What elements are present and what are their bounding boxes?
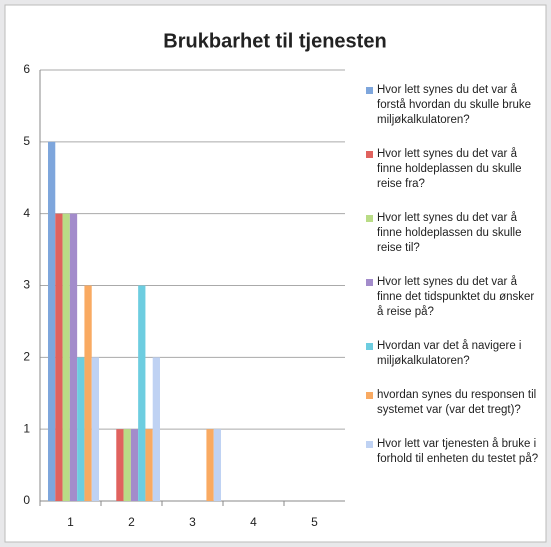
bar bbox=[138, 285, 146, 501]
y-tick-label: 5 bbox=[23, 134, 30, 148]
x-tick-label: 1 bbox=[67, 515, 74, 529]
legend-label: Hvor lett var tjenesten å bruke i forhol… bbox=[377, 438, 539, 465]
legend-entry: Hvordan var det å navigere i miljøkalkul… bbox=[366, 339, 542, 369]
bar bbox=[123, 429, 131, 501]
legend-entry: Hvor lett synes du det var å forstå hvor… bbox=[366, 83, 542, 128]
bar bbox=[62, 213, 70, 501]
x-tick-label: 3 bbox=[189, 515, 196, 529]
bar bbox=[152, 357, 160, 501]
legend-swatch bbox=[366, 87, 373, 94]
y-tick-label: 0 bbox=[23, 493, 30, 507]
y-tick-label: 1 bbox=[23, 421, 30, 435]
legend-label: Hvor lett synes du det var å finne holde… bbox=[377, 212, 522, 254]
legend-swatch bbox=[366, 215, 373, 222]
y-tick-label: 3 bbox=[23, 278, 30, 292]
y-tick-label: 6 bbox=[23, 62, 30, 76]
bar bbox=[213, 429, 221, 501]
legend-entry: Hvor lett synes du det var å finne holde… bbox=[366, 147, 542, 192]
bar bbox=[69, 213, 78, 501]
legend-swatch bbox=[366, 279, 373, 286]
bar bbox=[116, 429, 124, 501]
legend-swatch bbox=[366, 343, 373, 350]
x-tick-label: 5 bbox=[311, 515, 318, 529]
bar bbox=[84, 285, 92, 501]
bar bbox=[145, 429, 153, 501]
legend-entry: Hvor lett synes du det var å finne det t… bbox=[366, 275, 542, 320]
legend-label: hvordan synes du responsen til systemet … bbox=[377, 389, 537, 416]
legend: Hvor lett synes du det var å forstå hvor… bbox=[366, 83, 542, 467]
legend-label: Hvor lett synes du det var å forstå hvor… bbox=[377, 84, 532, 126]
x-tick-label: 4 bbox=[250, 515, 257, 529]
legend-swatch bbox=[366, 392, 373, 399]
legend-swatch bbox=[366, 441, 373, 448]
bar bbox=[77, 357, 85, 501]
y-tick-label: 4 bbox=[23, 206, 30, 220]
legend-swatch bbox=[366, 151, 373, 158]
bar bbox=[48, 141, 56, 502]
legend-label: Hvor lett synes du det var å finne det t… bbox=[377, 276, 535, 318]
legend-label: Hvordan var det å navigere i miljøkalkul… bbox=[377, 340, 522, 367]
bar bbox=[206, 429, 214, 501]
bar bbox=[130, 429, 139, 501]
bar bbox=[91, 357, 99, 501]
legend-label: Hvor lett synes du det var å finne holde… bbox=[377, 148, 522, 190]
legend-entry: hvordan synes du responsen til systemet … bbox=[366, 388, 542, 418]
x-tick-label: 2 bbox=[128, 515, 135, 529]
bar bbox=[55, 213, 63, 501]
chart-title: Brukbarhet til tjenesten bbox=[163, 30, 386, 52]
legend-entry: Hvor lett synes du det var å finne holde… bbox=[366, 211, 542, 256]
legend-entry: Hvor lett var tjenesten å bruke i forhol… bbox=[366, 437, 542, 467]
y-tick-label: 2 bbox=[23, 350, 30, 364]
